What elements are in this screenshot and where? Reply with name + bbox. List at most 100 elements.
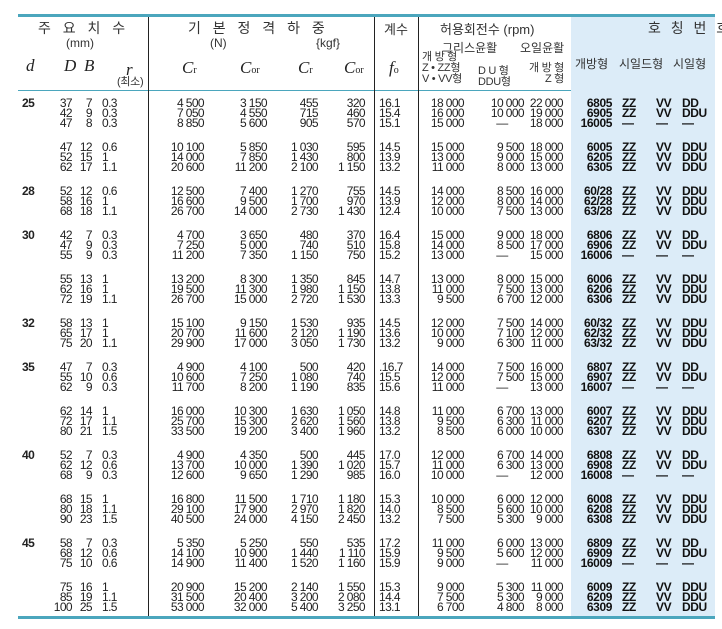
width-B: 12 [79,184,93,198]
designation-seal-v: VV [656,512,672,526]
speed-grease-open: 10 000 [430,492,465,506]
dynamic-load-cr-kgf: 3 050 [290,336,319,350]
designation-seal-v: VV [656,546,672,560]
designation-seal-v: VV [656,458,672,472]
designation-seal-v: VV [656,238,672,252]
chamfer-r: 1 [102,282,109,296]
designation-open: 6906 [586,238,613,252]
outer-diameter-D: 80 [59,502,73,516]
designation-seal-d: — [682,116,694,130]
factor-fo: 14.5 [379,184,401,198]
factor-fo: 15.9 [379,556,401,570]
outer-diameter-D: 62 [59,160,73,174]
designation-seal-d: DDU [682,238,707,252]
col-cr-n: Cr [182,58,197,77]
width-B: 25 [79,600,93,614]
speed-oil-open: 19 000 [529,106,564,120]
grease-open-label-1: 개 방 형 [422,51,457,63]
outer-diameter-D: 55 [59,370,73,384]
speed-grease-open: 8 500 [436,502,465,516]
designation-open: 6208 [586,502,613,516]
dynamic-load-cr-n: 14 900 [170,556,205,570]
static-load-cor-n: 10 000 [233,458,268,472]
column-divider [418,17,419,616]
designation-open: 6309 [586,600,613,614]
designation-shield: ZZ [622,194,636,208]
static-load-cor-kgf: 1 150 [337,282,366,296]
chamfer-r: 0.3 [102,360,117,374]
designation-seal-v: VV [656,370,672,384]
dynamic-load-cr-kgf: 1 030 [290,140,319,154]
dynamic-load-cr-kgf: 2 720 [290,292,319,306]
chamfer-r: 1.5 [102,600,117,614]
speed-grease-open: 11 000 [431,458,465,472]
designation-seal-v: VV [656,228,672,242]
speed-oil-open: 12 000 [529,292,564,306]
designation-shield: ZZ [622,150,636,164]
designation-shield: ZZ [622,502,636,516]
designation-seal-v: VV [656,96,672,110]
designation-seal-v: VV [656,316,672,330]
designation-open: 6007 [586,404,613,418]
dynamic-load-cr-kgf: 3 400 [290,424,319,438]
designation-seal-v: — [656,380,668,394]
designation-open: 6308 [586,512,613,526]
designation-shield: ZZ [622,404,636,418]
speed-grease-du: 8 000 [496,194,525,208]
outer-diameter-D: 75 [59,580,73,594]
dynamic-load-cr-kgf: 1 080 [290,370,319,384]
chamfer-r: 0.3 [102,248,117,262]
speed-grease-open: 18 000 [430,96,465,110]
dynamic-load-cr-kgf: 2 120 [290,326,319,340]
outer-diameter-D: 68 [59,492,73,506]
designation-seal-d: DDU [682,140,707,154]
dynamic-load-cr-n: 10 600 [170,370,205,384]
designation-open: 6205 [586,150,613,164]
speed-grease-open: 10 000 [430,468,465,482]
col-cr-kgf: Cr [298,58,313,77]
chamfer-r: 0.3 [102,448,117,462]
designation-title: 호 칭 번 호 [648,20,722,36]
designation-seal-d: DD [682,360,699,374]
static-load-cor-n: 15 300 [233,414,268,428]
designation-seal-d: DDU [682,580,707,594]
factor-fo: 14.5 [379,140,401,154]
designation-shield: ZZ [622,448,636,462]
chamfer-r: 0.3 [102,228,117,242]
designation-seal-d: DDU [682,282,707,296]
chamfer-r: 1 [102,194,109,208]
static-load-cor-n: 3 150 [239,96,268,110]
static-load-cor-n: 24 000 [233,512,268,526]
designation-shield: ZZ [622,424,636,438]
designation-open: 6806 [586,228,613,242]
static-load-cor-n: 20 400 [233,590,268,604]
width-B: 7 [85,96,93,110]
designation-seal-v: VV [656,204,672,218]
designation-seal-d: DDU [682,590,707,604]
static-load-cor-n: 19 200 [233,424,268,438]
designation-seal-d: DDU [682,512,707,526]
designation-shield: — [622,556,634,570]
factor-fo: 15.3 [379,492,401,506]
open-type-label: 개방형 [575,57,609,71]
static-load-cor-kgf: 1 530 [337,292,366,306]
width-B: 16 [79,194,93,208]
speed-grease-du: 9 000 [496,150,525,164]
designation-open: 6805 [586,96,613,110]
designation-seal-d: DDU [682,458,707,472]
speed-grease-open: 9 500 [436,546,465,560]
speed-oil-open: 12 000 [529,492,564,506]
dynamic-load-cr-n: 29 100 [170,502,205,516]
speed-oil-open: 12 000 [529,326,564,340]
designation-seal-v: VV [656,404,672,418]
factor-title: 계수 [384,22,408,37]
width-B: 7 [85,228,93,242]
speed-grease-du: 6 700 [496,292,525,306]
designation-seal-d: DDU [682,204,707,218]
static-load-cor-n: 7 350 [239,248,268,262]
dynamic-load-cr-kgf: 4 150 [290,512,319,526]
chamfer-r: 1 [102,272,109,286]
speed-grease-du: 7 500 [496,360,525,374]
speed-grease-open: 12 000 [430,448,465,462]
static-load-cor-n: 17 900 [233,502,268,516]
